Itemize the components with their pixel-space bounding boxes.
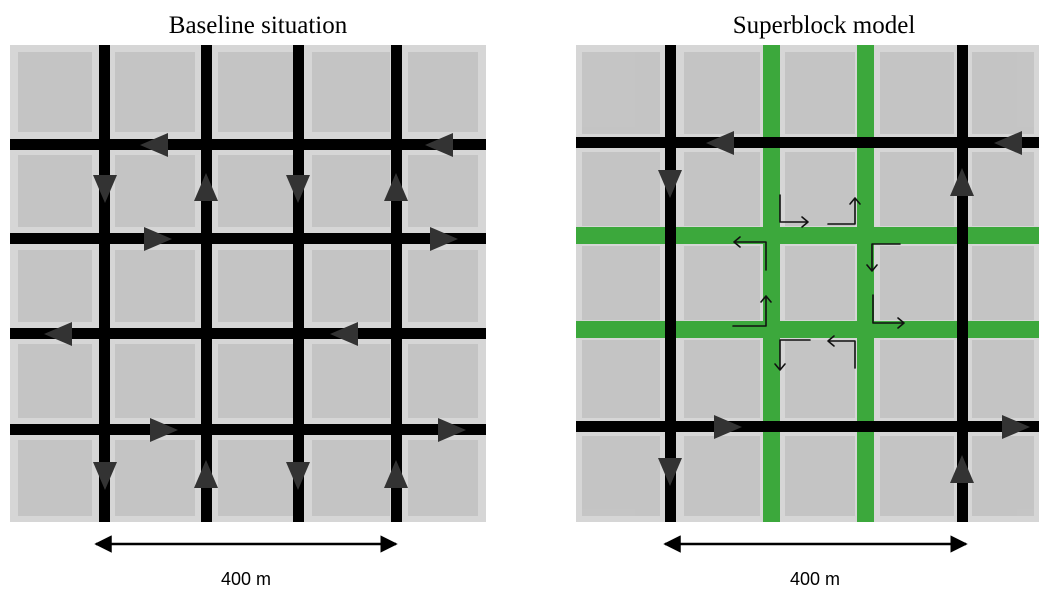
superblock-road-h-bottom [576, 421, 1039, 432]
arrow-down-icon [658, 458, 682, 486]
arrow-right-icon [150, 418, 178, 442]
turn-arrow-icon [732, 295, 772, 327]
baseline-roads [10, 45, 486, 522]
turn-arrow-icon [827, 335, 856, 369]
arrow-up-icon [384, 173, 408, 201]
baseline-road-h3 [10, 328, 486, 339]
arrow-down-icon [93, 175, 117, 203]
superblock-title: Superblock model [732, 12, 916, 39]
baseline-city-blocks [18, 52, 478, 516]
arrow-up-icon [950, 168, 974, 196]
arrow-down-icon [658, 170, 682, 198]
superblock-roads [576, 45, 1039, 522]
baseline-road-h2 [10, 233, 486, 244]
green-street-h1 [576, 227, 1039, 244]
arrow-down-icon [286, 175, 310, 203]
arrow-down-icon [286, 462, 310, 490]
green-street-v2 [857, 45, 874, 522]
superblock-panel [576, 45, 1039, 553]
superblock-road-h-top [576, 137, 1039, 148]
turn-arrow-icon [827, 197, 861, 225]
arrow-left-icon [44, 322, 72, 346]
superblock-city-blocks [582, 52, 1034, 516]
arrow-right-icon [144, 227, 172, 251]
superblock-green-streets [576, 45, 1039, 522]
arrow-up-icon [194, 173, 218, 201]
baseline-title: Baseline situation [168, 12, 348, 39]
baseline-road-v2 [201, 45, 212, 522]
green-street-v1 [763, 45, 780, 522]
superblock-road-v-left [665, 45, 676, 522]
arrow-left-icon [706, 131, 734, 155]
superblock-perimeter-arrows [658, 131, 1030, 486]
baseline-road-v3 [293, 45, 304, 522]
arrow-left-icon [140, 133, 168, 157]
arrow-left-icon [425, 133, 453, 157]
turn-arrow-icon [779, 194, 809, 228]
arrow-left-icon [994, 131, 1022, 155]
baseline-road-v4 [391, 45, 402, 522]
superblock-scale-label: 400 m [789, 569, 841, 589]
arrow-right-icon [714, 415, 742, 439]
superblock-road-v-right [957, 45, 968, 522]
green-street-h2 [576, 321, 1039, 338]
turn-arrow-icon [866, 243, 901, 272]
baseline-road-h1 [10, 139, 486, 150]
turn-arrow-icon [872, 294, 905, 329]
superblock-internal-loop-arrows [732, 194, 905, 371]
baseline-direction-arrows [44, 133, 466, 490]
baseline-panel [10, 45, 486, 553]
arrow-up-icon [384, 460, 408, 488]
baseline-scale-label: 400 m [220, 569, 272, 589]
arrow-right-icon [1002, 415, 1030, 439]
turn-arrow-icon [774, 339, 811, 371]
arrow-down-icon [93, 462, 117, 490]
arrow-up-icon [950, 455, 974, 483]
turn-arrow-icon [733, 236, 767, 271]
arrow-right-icon [430, 227, 458, 251]
arrow-left-icon [330, 322, 358, 346]
baseline-road-h4 [10, 424, 486, 435]
baseline-road-v1 [99, 45, 110, 522]
arrow-right-icon [438, 418, 466, 442]
arrow-up-icon [194, 460, 218, 488]
